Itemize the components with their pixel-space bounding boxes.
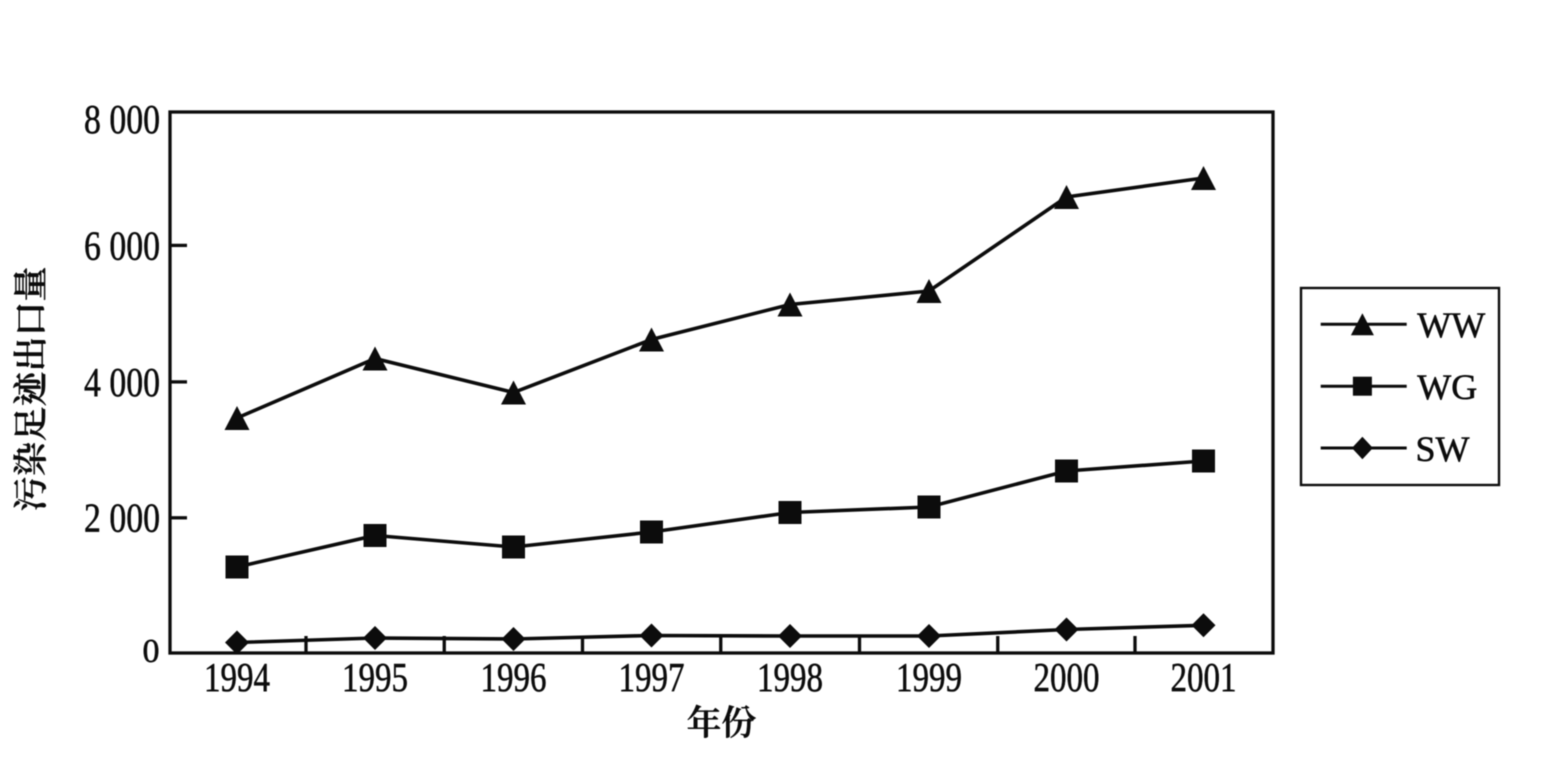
svg-text:1995: 1995 xyxy=(342,654,408,700)
svg-text:WG: WG xyxy=(1417,367,1477,407)
svg-text:WW: WW xyxy=(1417,305,1485,345)
svg-text:1994: 1994 xyxy=(204,654,270,700)
svg-text:SW: SW xyxy=(1416,429,1470,469)
svg-text:1996: 1996 xyxy=(481,654,547,700)
svg-text:1998: 1998 xyxy=(757,654,823,700)
svg-text:2 000: 2 000 xyxy=(84,495,160,541)
svg-text:6 000: 6 000 xyxy=(84,222,160,268)
svg-text:1997: 1997 xyxy=(619,654,685,700)
svg-text:1999: 1999 xyxy=(896,654,962,700)
svg-text:4 000: 4 000 xyxy=(84,359,160,405)
svg-text:0: 0 xyxy=(143,633,160,670)
svg-text:2001: 2001 xyxy=(1171,654,1237,700)
svg-text:2000: 2000 xyxy=(1034,654,1100,700)
svg-text:8 000: 8 000 xyxy=(84,96,160,142)
